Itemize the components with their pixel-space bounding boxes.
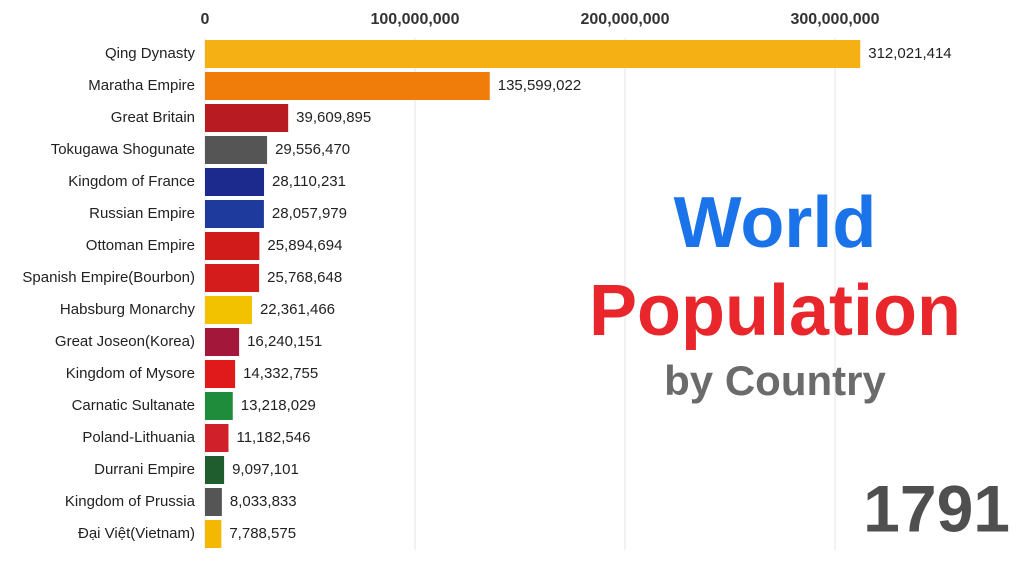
category-label: Kingdom of Mysore [66, 365, 195, 382]
value-label: 13,218,029 [241, 397, 316, 414]
bar [205, 392, 233, 420]
value-label: 25,768,648 [267, 269, 342, 286]
bar [205, 136, 268, 164]
subtitle: by Country [664, 357, 886, 404]
value-label: 11,182,546 [236, 429, 310, 446]
value-label: 29,556,470 [275, 141, 350, 158]
category-label: Kingdom of France [68, 173, 195, 190]
category-label: Spanish Empire(Bourbon) [22, 269, 195, 286]
bar [205, 104, 289, 132]
category-label: Maratha Empire [88, 77, 195, 94]
value-label: 25,894,694 [267, 237, 342, 254]
value-label: 9,097,101 [232, 461, 299, 478]
x-tick-label: 200,000,000 [581, 11, 670, 28]
bar [205, 200, 264, 228]
bar [205, 40, 861, 68]
bar [205, 72, 490, 100]
value-label: 28,057,979 [272, 205, 347, 222]
category-label: Poland-Lithuania [82, 429, 195, 446]
category-label: Carnatic Sultanate [72, 397, 195, 414]
category-label: Ottoman Empire [86, 237, 195, 254]
value-label: 39,609,895 [296, 109, 371, 126]
bar [205, 360, 236, 388]
value-label: 312,021,414 [868, 45, 951, 62]
value-label: 22,361,466 [260, 301, 335, 318]
category-label: Great Britain [111, 109, 195, 126]
value-label: 7,788,575 [229, 525, 296, 542]
bar [205, 328, 240, 356]
category-label: Tokugawa Shogunate [51, 141, 195, 158]
bar [205, 424, 229, 452]
title-line: World [674, 183, 877, 263]
x-tick-label: 100,000,000 [371, 11, 460, 28]
category-label: Kingdom of Prussia [65, 493, 196, 510]
value-label: 14,332,755 [243, 365, 318, 382]
category-label: Qing Dynasty [105, 45, 196, 62]
value-label: 28,110,231 [272, 173, 346, 190]
value-label: 16,240,151 [247, 333, 322, 350]
category-label: Habsburg Monarchy [60, 301, 196, 318]
bar [205, 264, 260, 292]
x-tick-label: 0 [201, 11, 210, 28]
x-tick-label: 300,000,000 [791, 11, 880, 28]
category-label: Great Joseon(Korea) [55, 333, 195, 350]
category-label: Durrani Empire [94, 461, 195, 478]
bar [205, 168, 265, 196]
value-label: 8,033,833 [230, 493, 297, 510]
year-label: 1791 [863, 471, 1010, 545]
category-label: Russian Empire [89, 205, 195, 222]
bar [205, 488, 222, 516]
value-label: 135,599,022 [498, 77, 581, 94]
bar [205, 520, 222, 548]
bar [205, 232, 260, 260]
bar [205, 296, 252, 324]
title-line: Population [589, 271, 961, 351]
category-label: Đại Việt(Vietnam) [78, 525, 195, 542]
bar [205, 456, 225, 484]
